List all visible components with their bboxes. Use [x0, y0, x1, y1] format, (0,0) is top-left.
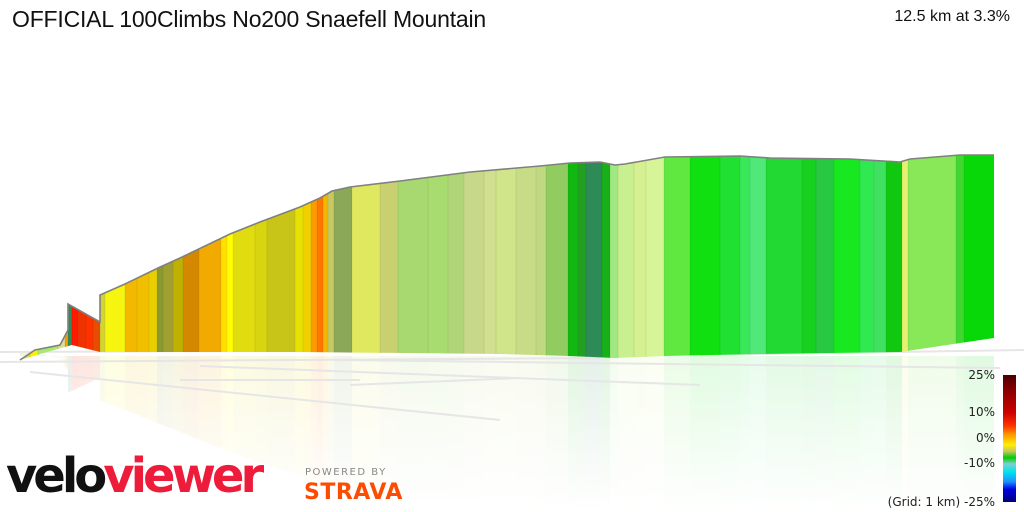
gradient-stripe [77, 155, 87, 360]
gradient-stripes [20, 155, 994, 360]
gradient-stripe [85, 155, 94, 360]
gradient-stripe [749, 155, 767, 360]
gradient-stripe [220, 155, 228, 360]
gradient-stripe [136, 155, 150, 360]
gradient-stripe [92, 155, 101, 360]
gradient-stripe [333, 155, 353, 360]
gradient-stripe [162, 155, 174, 360]
gradient-stripe [901, 155, 909, 360]
gradient-stripe [351, 155, 381, 360]
gradient-stripe [963, 155, 994, 360]
gradient-stripe [226, 155, 234, 360]
powered-by-label: POWERED BY [305, 467, 387, 478]
legend-label-neg10: -10% [963, 456, 995, 470]
gradient-stripe [567, 155, 579, 360]
gradient-stripe [873, 155, 887, 360]
gradient-stripe [577, 155, 587, 360]
veloviewer-logo[interactable]: veloviewer [6, 452, 264, 500]
gradient-stripe [104, 155, 126, 360]
gradient-stripe [515, 155, 537, 360]
gradient-stripe [617, 155, 635, 360]
gradient-stripe [765, 155, 803, 360]
gradient-stripe [609, 155, 619, 360]
page-title: OFFICIAL 100Climbs No200 Snaefell Mounta… [12, 6, 486, 32]
gradient-stripe [739, 155, 751, 360]
legend-label-0: 0% [975, 431, 995, 445]
gradient-stripe [645, 155, 665, 360]
gradient-stripe [545, 155, 569, 360]
gradient-stripe [379, 155, 399, 360]
gradient-stripe [719, 155, 741, 360]
gradient-stripe [535, 155, 547, 360]
gradient-stripe [801, 155, 817, 360]
gradient-stripe [601, 155, 611, 360]
gradient-stripe [397, 155, 429, 360]
gradient-stripe [463, 155, 485, 360]
gradient-stripe [815, 155, 835, 360]
legend-label-25: 25% [968, 368, 995, 382]
gradient-stripe [266, 155, 296, 360]
gradient-stripe [663, 155, 691, 360]
gradient-stripe [907, 155, 957, 360]
reflection-fade [0, 356, 1024, 512]
gradient-stripe [495, 155, 517, 360]
gradient-stripe [483, 155, 497, 360]
strava-logo[interactable]: STRAVA [304, 480, 403, 505]
gradient-stripe [124, 155, 138, 360]
gradient-stripe [833, 155, 861, 360]
gradient-stripe [885, 155, 903, 360]
logo-velo: velo [6, 448, 107, 504]
gradient-stripe [859, 155, 875, 360]
gradient-stripe [71, 155, 79, 360]
gradient-stripe [148, 155, 158, 360]
profile-outline [19, 154, 994, 361]
gradient-stripe [198, 155, 222, 360]
legend-label-neg25: (Grid: 1 km) -25% [888, 495, 995, 509]
gradient-stripe [955, 155, 965, 360]
legend-min-value: -25% [963, 495, 995, 509]
gradient-stripe [232, 155, 256, 360]
gradient-stripe [316, 155, 324, 360]
gradient-color-scale [1003, 375, 1016, 502]
gradient-stripe [29, 155, 39, 360]
grid-note: (Grid: 1 km) [887, 495, 961, 509]
gradient-stripe [302, 155, 312, 360]
gradient-stripe [20, 155, 31, 360]
gradient-stripe [156, 155, 164, 360]
gradient-stripe [633, 155, 647, 360]
gradient-stripe [585, 155, 603, 360]
gradient-stripe [327, 155, 335, 360]
climb-summary: 12.5 km at 3.3% [894, 8, 1010, 25]
gradient-stripe [294, 155, 304, 360]
gradient-stripe [310, 155, 318, 360]
logo-viewer: viewer [103, 448, 264, 504]
gradient-stripe [689, 155, 721, 360]
gradient-stripe [172, 155, 184, 360]
gradient-stripe [254, 155, 268, 360]
gradient-stripe [37, 155, 59, 360]
legend-label-10: 10% [968, 405, 995, 419]
